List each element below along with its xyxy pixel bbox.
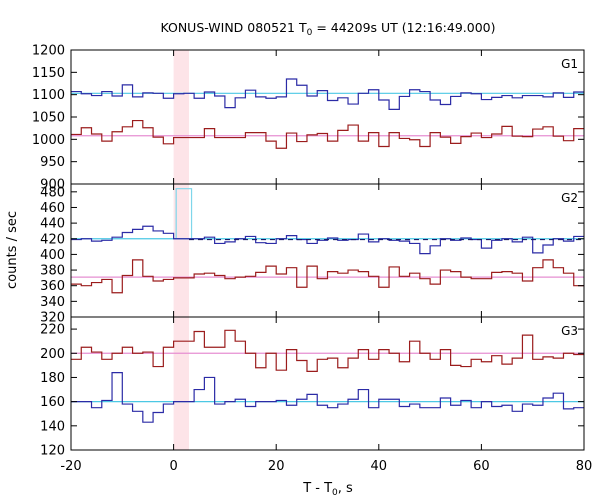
y-tick-label: 1000	[32, 133, 65, 148]
panel-label-g1: G1	[561, 57, 578, 71]
light-curve-blue-g2	[71, 225, 584, 255]
chart-title: KONUS-WIND 080521 T0 = 44209s UT (12:16:…	[160, 20, 495, 38]
burst-peak-bin	[175, 188, 193, 239]
chart-title-main: KONUS-WIND 080521 T	[160, 20, 306, 35]
y-tick-label: 380	[40, 264, 65, 279]
x-axis-title-rest: , s	[338, 481, 353, 496]
panel-frame	[70, 316, 585, 451]
x-tick-label: 80	[576, 459, 593, 474]
x-axis-title: T - T0, s	[302, 481, 353, 498]
panel-frame	[70, 49, 585, 185]
y-tick-label: 180	[40, 371, 65, 386]
panel-g3: 120 140 160 180 200 220 -20 0 20 40 60 80 G3	[40, 316, 593, 474]
light-curve-red-g2	[71, 259, 584, 294]
chart-title-subscript: 0	[307, 28, 313, 38]
y-tick-label: 1200	[32, 44, 65, 59]
plot-layer: 90095010001050110011501200G1320340360380…	[32, 44, 592, 475]
y-tick-label: 460	[40, 201, 65, 216]
y-tick-label: 480	[40, 185, 65, 200]
y-tick-label: 340	[40, 295, 65, 310]
light-curve-red-g1	[71, 119, 584, 149]
x-axis-title-subscript: 0	[332, 488, 338, 498]
light-curve-red-g3	[71, 329, 584, 373]
x-axis-title-main: T - T	[302, 481, 332, 496]
y-tick-label: 1050	[32, 111, 65, 126]
x-tick-label: 40	[371, 459, 388, 474]
y-tick-label: 950	[40, 155, 65, 170]
y-tick-label: 420	[40, 232, 65, 247]
panel-label-g3: G3	[561, 324, 578, 338]
y-tick-label: 360	[40, 279, 65, 294]
x-tick-label: 20	[268, 459, 285, 474]
y-axis-title: counts / sec	[5, 211, 20, 289]
panel-frame	[70, 183, 585, 318]
y-tick-label: 220	[40, 323, 65, 338]
light-curve-blue-g1	[71, 78, 584, 111]
light-curve-blue-g3	[71, 372, 584, 423]
y-tick-label: 120	[40, 444, 65, 459]
x-tick-label: 0	[169, 459, 177, 474]
y-tick-label: 160	[40, 395, 65, 410]
x-tick-label: 60	[473, 459, 490, 474]
y-tick-label: 440	[40, 217, 65, 232]
y-tick-label: 1150	[32, 66, 65, 81]
panel-g1: 900 950 1000 1050 1100 1150 1200 G1	[32, 44, 585, 193]
y-tick-label: 400	[40, 248, 65, 263]
y-tick-label: 1100	[32, 88, 65, 103]
trigger-interval-highlight	[173, 50, 189, 450]
y-tick-label: 140	[40, 419, 65, 434]
y-tick-label: 200	[40, 347, 65, 362]
x-tick-label: -20	[60, 459, 81, 474]
chart-title-rest: = 44209s UT (12:16:49.000)	[312, 20, 495, 35]
y-tick-label: 900	[40, 178, 65, 193]
y-tick-label: 320	[40, 311, 65, 326]
panel-label-g2: G2	[561, 191, 578, 205]
